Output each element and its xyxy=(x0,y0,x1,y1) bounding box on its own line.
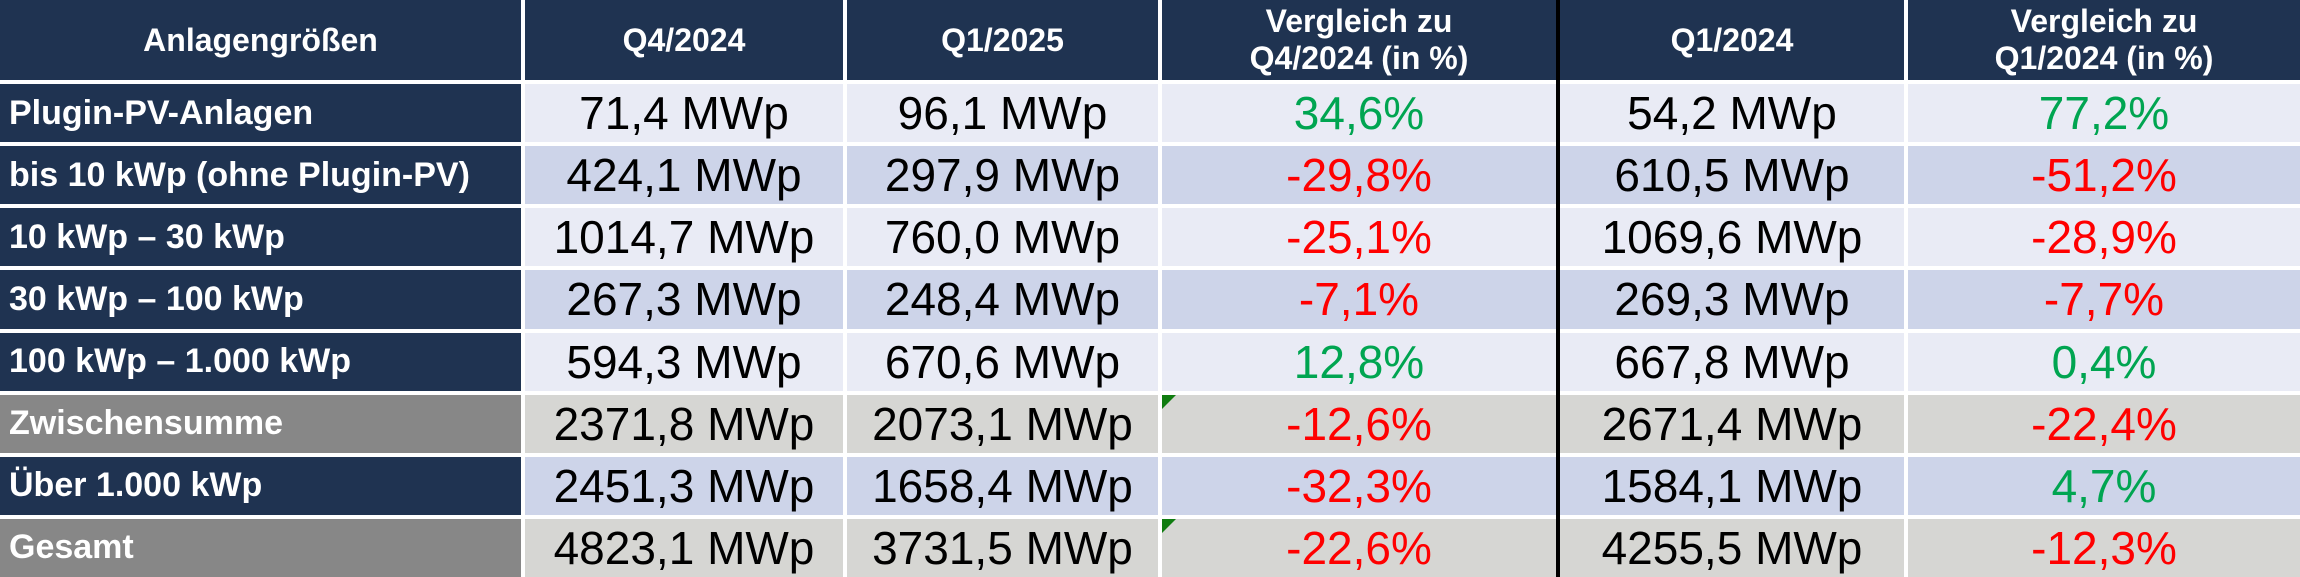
value-cell: 248,4 MWp xyxy=(847,270,1158,329)
percent-value: -32,3% xyxy=(1286,459,1432,512)
percent-cell: -28,9% xyxy=(1908,208,2300,267)
value-cell: 297,9 MWp xyxy=(847,146,1158,205)
value-cell: 1014,7 MWp xyxy=(525,208,843,267)
percent-value: -22,6% xyxy=(1286,521,1432,574)
percent-cell: 77,2% xyxy=(1908,84,2300,143)
header-line: Vergleich zu xyxy=(2010,3,2198,40)
value-cell: 4823,1 MWp xyxy=(525,518,843,577)
green-corner-marker-icon xyxy=(1162,394,1176,409)
percent-cell: -7,1% xyxy=(1162,270,1556,329)
percent-value: -28,9% xyxy=(2031,211,2177,264)
row-label-subtotal: Zwischensumme xyxy=(0,394,521,453)
value-cell: 2451,3 MWp xyxy=(525,456,843,515)
value-cell: 54,2 MWp xyxy=(1560,84,1904,143)
percent-value: -12,3% xyxy=(2031,521,2177,574)
value-cell: 1584,1 MWp xyxy=(1560,456,1904,515)
percent-cell: -22,4% xyxy=(1908,394,2300,453)
value-cell: 670,6 MWp xyxy=(847,332,1158,391)
percent-value: 34,6% xyxy=(1293,87,1425,140)
header-q1-2025: Q1/2025 xyxy=(847,0,1158,80)
percent-cell: 12,8% xyxy=(1162,332,1556,391)
percent-value: 12,8% xyxy=(1293,335,1425,388)
percent-value: 4,7% xyxy=(2051,459,2157,512)
value-cell: 3731,5 MWp xyxy=(847,518,1158,577)
header-line: Q1/2024 (in %) xyxy=(1994,40,2214,76)
row-label: 30 kWp – 100 kWp xyxy=(0,270,521,329)
value-cell: 2371,8 MWp xyxy=(525,394,843,453)
header-q4-2024: Q4/2024 xyxy=(525,0,843,80)
header-vergleich-q1-2024: Vergleich zu Q1/2024 (in %) xyxy=(1908,0,2300,80)
percent-cell: -29,8% xyxy=(1162,146,1556,205)
percent-cell: -25,1% xyxy=(1162,208,1556,267)
percent-cell: 4,7% xyxy=(1908,456,2300,515)
value-cell: 4255,5 MWp xyxy=(1560,518,1904,577)
row-label: Plugin-PV-Anlagen xyxy=(0,84,521,143)
value-cell: 2073,1 MWp xyxy=(847,394,1158,453)
value-cell: 594,3 MWp xyxy=(525,332,843,391)
percent-value: -7,1% xyxy=(1298,273,1420,326)
percent-value: -22,4% xyxy=(2031,397,2177,450)
percent-value: 77,2% xyxy=(2038,87,2170,140)
header-vergleich-q4-2024: Vergleich zu Q4/2024 (in %) xyxy=(1162,0,1556,80)
row-label: 100 kWp – 1.000 kWp xyxy=(0,332,521,391)
header-anlagengroessen: Anlagengrößen xyxy=(0,0,521,80)
percent-cell: 0,4% xyxy=(1908,332,2300,391)
percent-value: 0,4% xyxy=(2051,335,2157,388)
header-line: Q4/2024 (in %) xyxy=(1249,40,1469,76)
green-corner-marker-icon xyxy=(1162,518,1176,533)
value-cell: 667,8 MWp xyxy=(1560,332,1904,391)
percent-cell: -32,3% xyxy=(1162,456,1556,515)
percent-cell: -22,6% xyxy=(1162,518,1556,577)
header-q1-2024: Q1/2024 xyxy=(1560,0,1904,80)
value-cell: 424,1 MWp xyxy=(525,146,843,205)
percent-value: -29,8% xyxy=(1286,149,1432,202)
column-divider-line xyxy=(1556,0,1560,577)
row-label: Über 1.000 kWp xyxy=(0,456,521,515)
percent-value: -25,1% xyxy=(1286,211,1432,264)
row-label: bis 10 kWp (ohne Plugin-PV) xyxy=(0,146,521,205)
value-cell: 96,1 MWp xyxy=(847,84,1158,143)
percent-value: -51,2% xyxy=(2031,149,2177,202)
percent-cell: -7,7% xyxy=(1908,270,2300,329)
value-cell: 269,3 MWp xyxy=(1560,270,1904,329)
header-line: Vergleich zu xyxy=(1265,3,1453,40)
value-cell: 1658,4 MWp xyxy=(847,456,1158,515)
row-label: 10 kWp – 30 kWp xyxy=(0,208,521,267)
value-cell: 1069,6 MWp xyxy=(1560,208,1904,267)
percent-cell: -12,6% xyxy=(1162,394,1556,453)
value-cell: 760,0 MWp xyxy=(847,208,1158,267)
value-cell: 71,4 MWp xyxy=(525,84,843,143)
percent-cell: -12,3% xyxy=(1908,518,2300,577)
percent-value: -7,7% xyxy=(2043,273,2165,326)
percent-value: -12,6% xyxy=(1286,397,1432,450)
value-cell: 2671,4 MWp xyxy=(1560,394,1904,453)
value-cell: 267,3 MWp xyxy=(525,270,843,329)
row-label-total: Gesamt xyxy=(0,518,521,577)
percent-cell: 34,6% xyxy=(1162,84,1556,143)
percent-cell: -51,2% xyxy=(1908,146,2300,205)
value-cell: 610,5 MWp xyxy=(1560,146,1904,205)
